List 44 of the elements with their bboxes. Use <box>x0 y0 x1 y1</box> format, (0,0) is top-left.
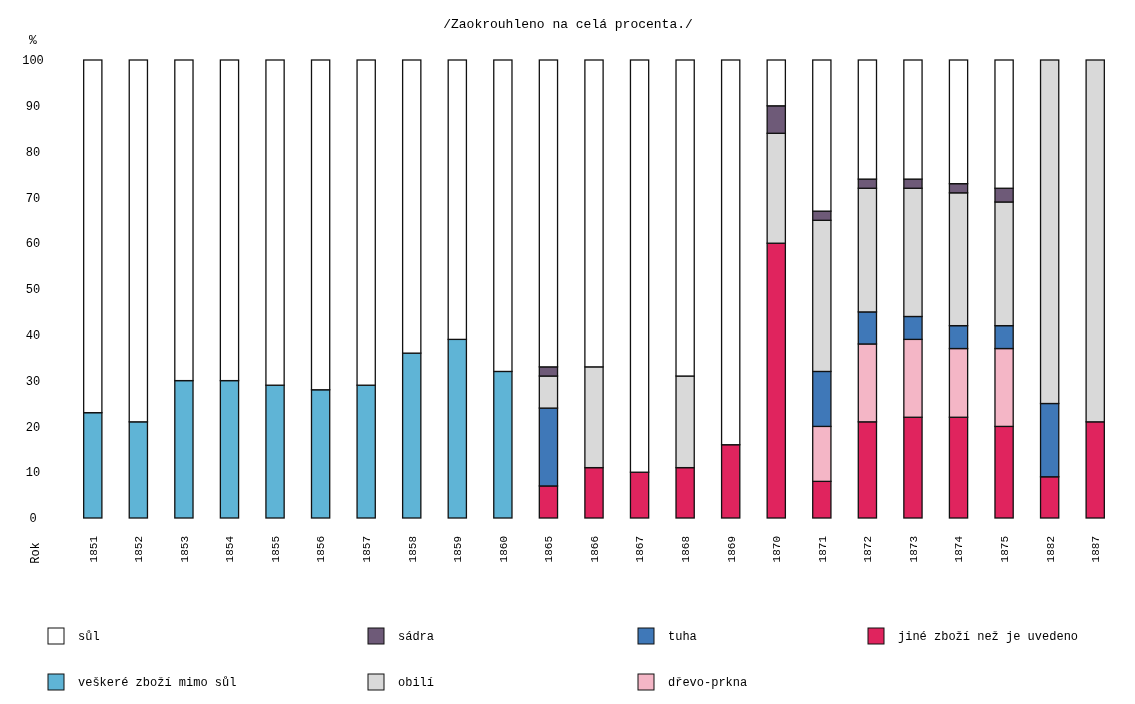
x-tick-label: 1887 <box>1090 536 1103 563</box>
legend-label: sádra <box>398 630 435 645</box>
legend-label: sůl <box>78 630 100 645</box>
x-tick-label: 1865 <box>543 536 556 563</box>
x-tick-label: 1856 <box>315 536 328 563</box>
legend-label: dřevo-prkna <box>668 676 748 691</box>
y-tick-label: 50 <box>25 283 41 298</box>
y-tick-label: 10 <box>25 466 41 481</box>
y-tick-label: 0 <box>29 512 37 527</box>
x-tick-label: 1871 <box>816 535 829 563</box>
x-tick-label: 1854 <box>224 535 237 563</box>
x-tick-label: 1853 <box>178 536 191 563</box>
y-axis-title: % <box>29 33 38 48</box>
x-tick-label: 1857 <box>361 536 374 563</box>
y-tick-label: 30 <box>25 374 41 389</box>
legend-label: jiné zboží než je uvedeno <box>898 630 1079 645</box>
x-tick-label: 1875 <box>998 536 1011 563</box>
x-tick-label: 1860 <box>497 536 510 563</box>
x-tick-label: 1868 <box>679 536 692 563</box>
x-tick-label: 1866 <box>588 536 601 563</box>
y-tick-label: 100 <box>22 54 44 69</box>
x-tick-label: 1852 <box>133 536 146 563</box>
x-tick-label: 1873 <box>907 536 920 563</box>
y-tick-label: 40 <box>25 329 41 343</box>
x-tick-label: 1872 <box>862 536 875 563</box>
x-tick-label: 1869 <box>725 536 738 563</box>
x-tick-label: 1874 <box>953 535 966 563</box>
y-tick-label: 80 <box>25 145 41 160</box>
x-tick-label: 1870 <box>771 536 784 563</box>
x-tick-label: 1867 <box>634 536 647 563</box>
legend-label: veškeré zboží mimo sůl <box>78 676 237 691</box>
legend-label: obilí <box>398 676 435 691</box>
y-tick-label: 60 <box>25 237 41 252</box>
y-tick-label: 70 <box>25 191 41 206</box>
legend-label: tuha <box>668 630 697 645</box>
x-tick-label: 1859 <box>452 536 465 563</box>
y-tick-label: 90 <box>25 100 41 114</box>
x-tick-label: 1851 <box>87 535 100 563</box>
x-tick-label: 1855 <box>269 536 282 563</box>
y-tick-label: 20 <box>25 420 41 435</box>
x-tick-label: 1858 <box>406 536 419 563</box>
x-tick-label: 1882 <box>1044 536 1057 563</box>
text: Rok <box>29 542 44 564</box>
chart-title: /Zaokrouhleno na celá procenta./ <box>443 17 694 32</box>
